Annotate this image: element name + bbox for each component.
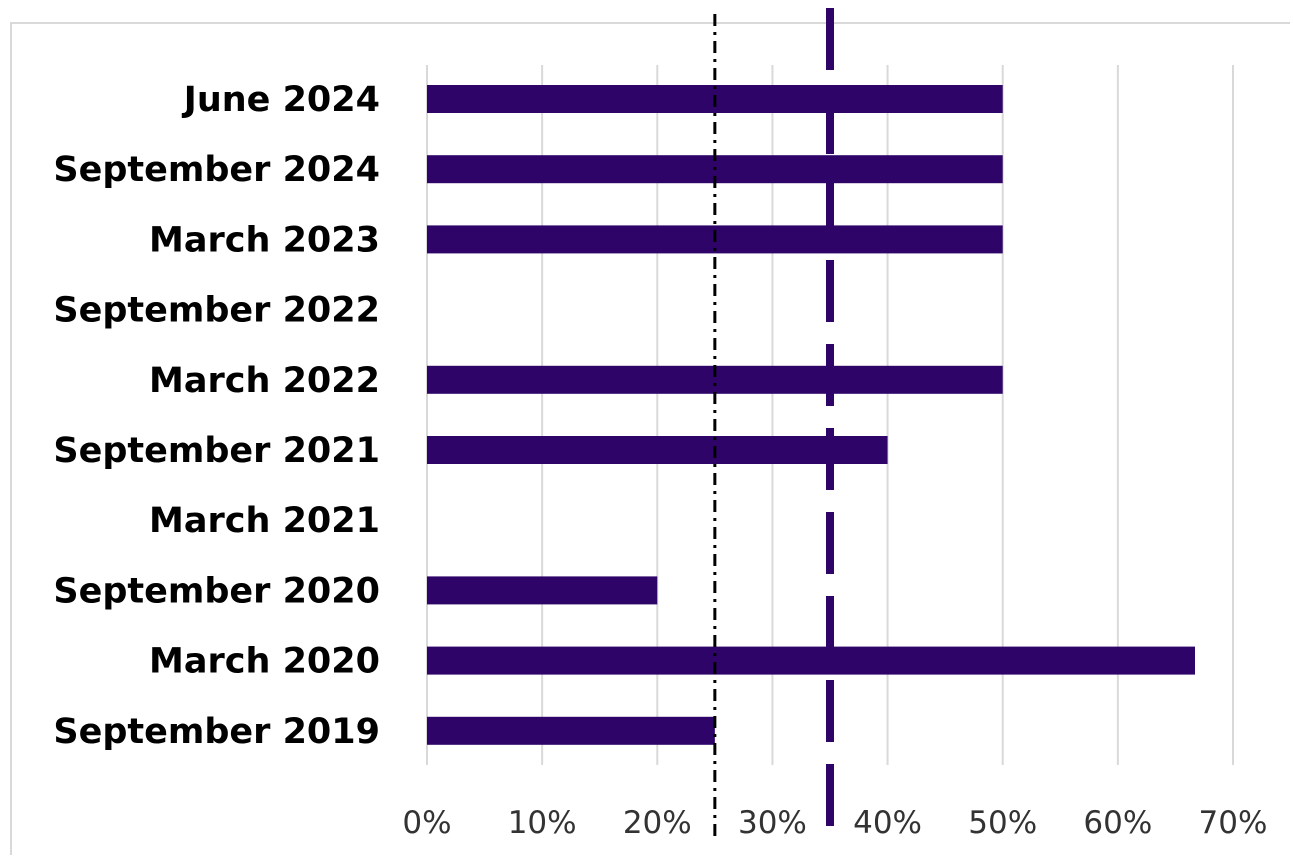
x-tick-label: 60% <box>1083 805 1152 841</box>
bar <box>427 646 1196 675</box>
category-label: September 2019 <box>53 712 380 752</box>
x-tick-label: 0% <box>402 805 451 841</box>
x-tick-label: 20% <box>623 805 692 841</box>
reference-lines <box>713 8 834 836</box>
bar <box>427 436 888 464</box>
category-label: March 2021 <box>149 501 380 541</box>
category-label: March 2020 <box>149 642 380 682</box>
x-tick-label: 70% <box>1199 805 1268 841</box>
category-label: September 2021 <box>53 431 380 471</box>
category-label: March 2022 <box>149 361 380 401</box>
category-label: September 2020 <box>53 571 380 611</box>
bar <box>427 576 658 605</box>
x-tick-label: 40% <box>853 805 922 841</box>
category-label: March 2023 <box>149 220 380 260</box>
x-tick-labels: 0% 10% 20% 30% 40% 50% 60% 70% <box>402 805 1267 841</box>
category-label: September 2022 <box>53 291 380 331</box>
bar <box>427 716 715 745</box>
x-tick-label: 50% <box>968 805 1037 841</box>
category-labels: June 2024 September 2024 March 2023 Septemb… <box>53 80 380 752</box>
category-label: September 2024 <box>53 150 380 190</box>
x-tick-label: 30% <box>738 805 807 841</box>
chart-frame <box>10 22 1290 855</box>
category-label: June 2024 <box>182 80 380 120</box>
x-tick-label: 10% <box>508 805 577 841</box>
